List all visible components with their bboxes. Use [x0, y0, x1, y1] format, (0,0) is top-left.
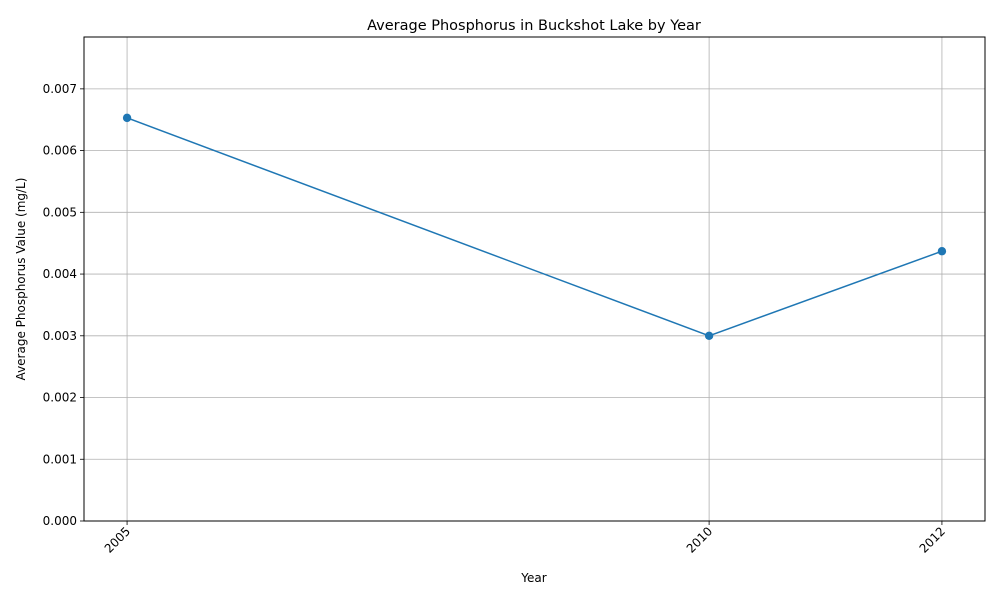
y-tick-label: 0.003: [43, 329, 77, 343]
x-axis-title: Year: [520, 571, 546, 585]
y-tick-label: 0.000: [43, 514, 77, 528]
y-axis: 0.000 0.001 0.002 0.003 0.004 0.005 0.006 0.007: [43, 82, 84, 528]
plot-frame: [83, 36, 986, 522]
y-tick-label: 0.001: [43, 452, 77, 466]
data-point: [122, 113, 132, 123]
y-tick-label: 0.007: [43, 82, 77, 96]
chart-title: Average Phosphorus in Buckshot Lake by Y…: [367, 18, 701, 34]
y-tick-label: 0.002: [43, 391, 77, 405]
data-point: [937, 247, 947, 256]
data-point: [704, 331, 714, 340]
y-tick-label: 0.004: [43, 267, 77, 281]
series-layer: [122, 113, 947, 340]
y-tick-label: 0.005: [43, 205, 77, 219]
y-tick-label: 0.006: [43, 144, 77, 158]
y-axis-title: Average Phosphorus Value (mg/L): [14, 178, 28, 381]
